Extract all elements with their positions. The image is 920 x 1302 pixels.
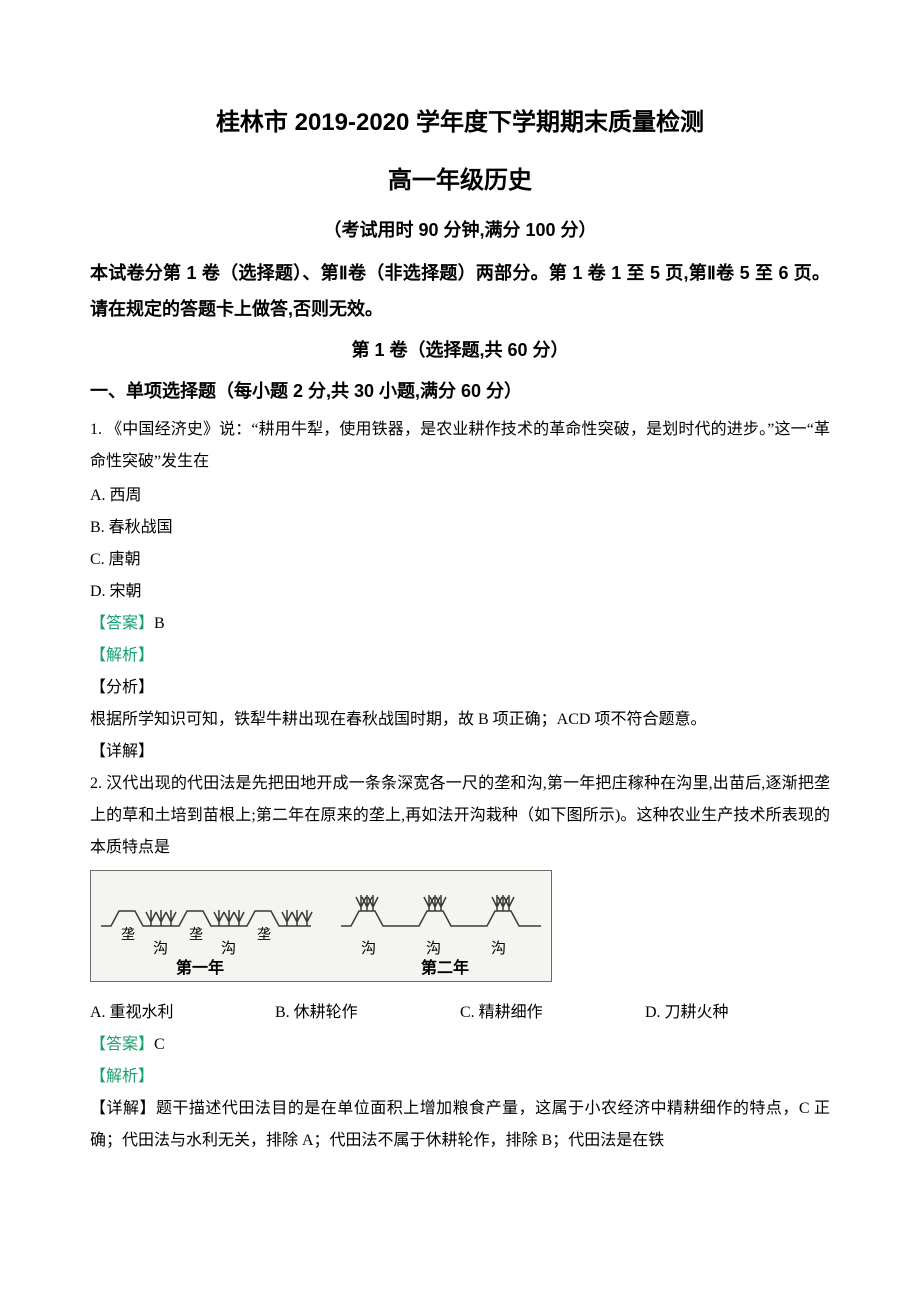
q1-choice-a: A. 西周: [90, 480, 830, 512]
furrow-label-1a: 沟: [153, 940, 168, 957]
q2-choice-a: A. 重视水利: [90, 997, 275, 1029]
ridge-label-2: 垄: [189, 927, 203, 943]
daitian-diagram-icon: 垄 垄 垄 沟 沟 第一年: [90, 870, 552, 982]
q2-choice-b: B. 休耕轮作: [275, 997, 460, 1029]
furrow-label-2c: 沟: [491, 940, 506, 957]
q1-choice-d: D. 宋朝: [90, 576, 830, 608]
section-heading: 第 1 卷（选择题,共 60 分）: [90, 333, 830, 367]
q2-choice-d: D. 刀耕火种: [645, 997, 830, 1029]
q2-figure: 垄 垄 垄 沟 沟 第一年: [90, 870, 830, 993]
answer-value: C: [154, 1036, 165, 1053]
ridge-label-3: 垄: [257, 927, 271, 943]
q2-answer: 【答案】C: [90, 1029, 830, 1061]
exam-page: 桂林市 2019-2020 学年度下学期期末质量检测 高一年级历史 （考试用时 …: [0, 0, 920, 1217]
ridge-label-1: 垄: [121, 927, 135, 943]
furrow-label-1b: 沟: [221, 940, 236, 957]
year1-label: 第一年: [176, 958, 224, 977]
q1-detail-label: 【详解】: [90, 736, 830, 768]
answer-label: 【答案】: [90, 1036, 154, 1053]
exam-info: （考试用时 90 分钟,满分 100 分）: [90, 213, 830, 247]
q1-analysis-sub: 【分析】: [90, 672, 830, 704]
year2-label: 第二年: [421, 958, 469, 977]
q1-answer: 【答案】B: [90, 608, 830, 640]
furrow-label-2b: 沟: [426, 940, 441, 957]
subsection-heading: 一、单项选择题（每小题 2 分,共 30 小题,满分 60 分）: [90, 374, 830, 408]
answer-value: B: [154, 615, 165, 632]
instructions: 本试卷分第 1 卷（选择题）、第Ⅱ卷（非选择题）两部分。第 1 卷 1 至 5 …: [90, 255, 830, 327]
q1-choice-b: B. 春秋战国: [90, 512, 830, 544]
q1-choice-c: C. 唐朝: [90, 544, 830, 576]
title-sub: 高一年级历史: [90, 158, 830, 204]
q2-choices: A. 重视水利 B. 休耕轮作 C. 精耕细作 D. 刀耕火种: [90, 997, 830, 1029]
q2-analysis-body: 【详解】题干描述代田法目的是在单位面积上增加粮食产量，这属于小农经济中精耕细作的…: [90, 1093, 830, 1157]
q1-analysis-body: 根据所学知识可知，铁犁牛耕出现在春秋战国时期，故 B 项正确；ACD 项不符合题…: [90, 704, 830, 736]
furrow-label-2a: 沟: [361, 940, 376, 957]
q2-choice-c: C. 精耕细作: [460, 997, 645, 1029]
answer-label: 【答案】: [90, 615, 154, 632]
q1-analysis-label: 【解析】: [90, 640, 830, 672]
q2-analysis-label: 【解析】: [90, 1061, 830, 1093]
q2-text: 2. 汉代出现的代田法是先把田地开成一条条深宽各一尺的垄和沟,第一年把庄稼种在沟…: [90, 768, 830, 864]
title-main: 桂林市 2019-2020 学年度下学期期末质量检测: [90, 100, 830, 146]
q1-text: 1. 《中国经济史》说：“耕用牛犁，使用铁器，是农业耕作技术的革命性突破，是划时…: [90, 414, 830, 478]
